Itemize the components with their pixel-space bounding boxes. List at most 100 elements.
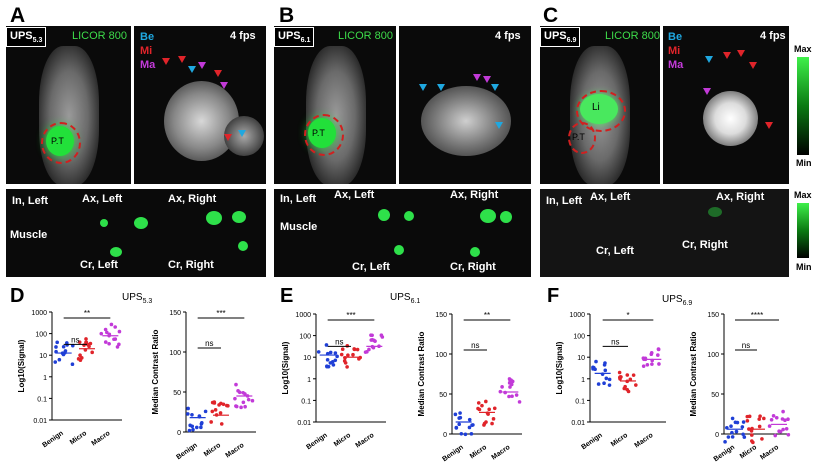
colorbar-bottom [797,203,809,258]
panel-letter-b: B [279,4,295,27]
chart-letter-f: F [547,285,559,307]
f-signal-ylabel: Log10(Signal) [555,341,564,394]
f-ratio-point [729,424,733,428]
e-ratio-point [454,425,459,430]
f-signal-tick-label: 0.01 [571,420,585,427]
e-signal-point [355,347,360,352]
tissue-image-c: In, Left Ax, Left Ax, Right Cr, Left Cr,… [540,189,789,277]
strain-label-a: UPS5.3 [6,27,47,48]
d-ratio-point [210,409,215,414]
licor-label-b: LICOR 800 [338,30,394,42]
e-ratio-point [463,432,468,437]
d-signal-point [54,345,58,349]
f-ratio-point [781,427,785,432]
e-signal-cat-label: Benign [305,432,328,451]
e-signal-point [333,358,338,363]
f-ratio-point [757,424,762,429]
e-signal-point [345,365,349,369]
e-signal-point [328,350,333,355]
e-signal-point [340,347,345,351]
d-ratio-point [190,424,195,429]
closeup-image-c [663,26,789,184]
f-signal-point [618,377,622,381]
e-ratio-point [491,417,496,421]
f-signal-cat-label: Macro [634,432,655,450]
e-ratio-point [471,423,475,427]
d-signal-tick-label: 0.1 [37,396,47,403]
e-signal-point [324,343,329,347]
d-signal-tick-label: 100 [35,332,47,339]
d-ratio-point [217,403,221,407]
f-signal-point [623,384,627,389]
f-ratio-point [726,435,731,439]
d-signal-point [78,353,82,358]
strain-label-b: UPS6.1 [274,27,315,48]
colorbar-top [797,57,809,155]
f-ratio-tick-label: 100 [707,352,719,359]
d-ratio-point [241,400,246,405]
chart-letter-e: E [280,285,293,307]
tissue-in-left-c: In, Left [546,195,583,207]
d-signal-point [105,330,109,335]
f-signal-point [625,373,630,377]
colorbar-top-min: Min [796,158,812,168]
e-signal-point [325,358,330,362]
charts-svg: D E F UPS5.3 UPS6.1 UPS6.9 10001001010.1… [10,285,791,462]
f-ratio-point [740,425,745,429]
d-ratio-cat-label: Benign [175,442,198,461]
e-signal-point [367,347,371,352]
legend-mi-c: Mi [668,45,681,57]
d-signal-point [61,344,66,349]
d-ratio-point [225,403,229,408]
f-signal-tick-label: 1 [581,377,585,384]
f-signal-point [656,353,660,357]
e-ratio-point [469,432,474,436]
d-ratio-point [209,420,213,424]
pt-label-a: P.T [51,136,64,146]
d-signal-cat-label: Macro [91,430,112,448]
d-ratio-ylabel: Median Contrast Ratio [151,329,160,414]
tissue-ax-right-b: Ax, Right [450,189,499,201]
f-signal-tick-label: 1000 [569,312,585,319]
f-signal-cat-label: Benign [580,432,603,451]
d-ratio-point [233,396,237,401]
f-ratio-point [774,415,779,420]
e-signal-point [343,361,348,365]
d-signal-point [77,340,82,344]
f-signal-point [592,365,596,370]
f-ratio-point [751,440,755,445]
panel-letter-c: C [543,4,559,27]
e-ratio-point [458,411,462,415]
closeup-image-a [134,26,266,184]
f-ratio-point [760,437,764,441]
d-signal-signif-top: ** [84,309,90,318]
tissue-ax-right-a: Ax, Right [168,193,217,205]
f-signal-signif-top: * [626,311,629,320]
f-ratio-ylabel: Median Contrast Ratio [689,331,698,416]
e-ratio-signif-top: ** [484,311,490,320]
legend-be-a: Be [140,31,155,43]
d-signal-point [103,340,108,344]
e-ratio-cat-label: Micro [469,444,488,460]
f-ratio-point [781,409,785,414]
f-signal-point [631,373,636,377]
f-signal-point [641,364,646,368]
e-signal-point [369,338,374,342]
fps-label-a: 4 fps [230,30,256,42]
tissue-cr-right-a: Cr, Right [168,259,214,271]
e-signal-point [357,357,361,361]
f-ratio-point [723,440,727,444]
li-label-c: Li [592,102,600,113]
tissue-image-a: In, Left Ax, Left Ax, Right Muscle Cr, L… [6,189,266,277]
strain-label-c: UPS6.9 [540,27,581,48]
f-ratio-point [769,417,774,422]
e-signal-point [379,333,384,338]
e-signal-tick-label: 1 [307,377,311,384]
e-ratio-point [487,407,492,412]
e-signal-tick-label: 100 [299,334,311,341]
d-ratio-cat-label: Micro [203,442,222,458]
e-ratio-point [498,389,503,394]
f-signal-point [650,362,654,366]
f-ratio-point [778,429,783,434]
panel-letter-a: A [10,4,26,27]
